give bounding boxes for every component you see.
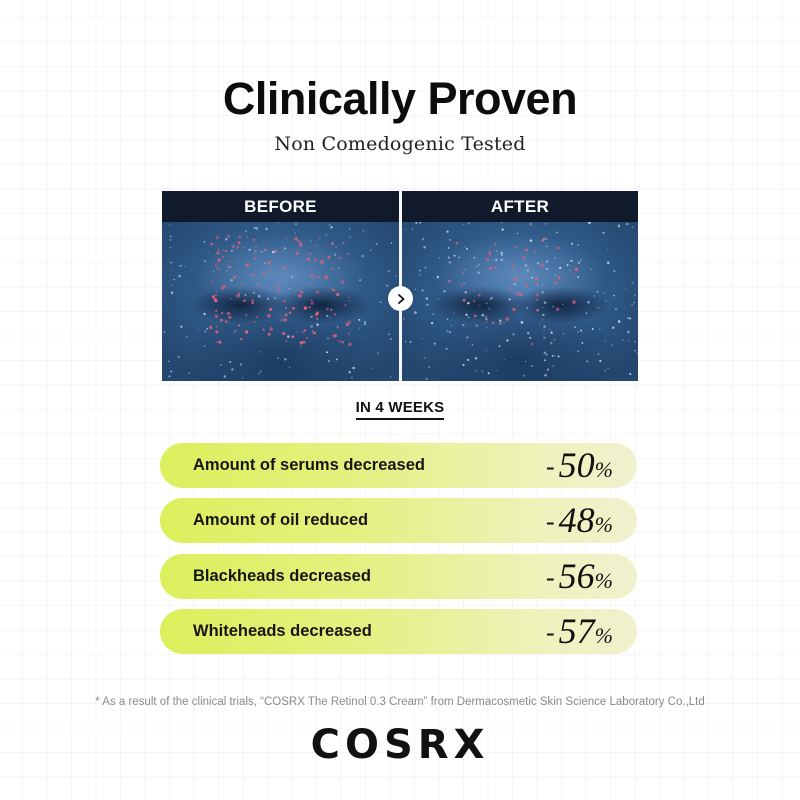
result-row: Amount of oil reduced -48% <box>160 498 637 543</box>
before-label: BEFORE <box>162 191 399 222</box>
before-after-comparison: BEFORE AFTER <box>162 191 638 381</box>
result-row: Whiteheads decreased -57% <box>160 609 637 654</box>
before-panel: BEFORE <box>162 191 399 381</box>
after-label: AFTER <box>402 191 638 222</box>
result-label: Blackheads decreased <box>193 567 371 585</box>
result-row: Amount of serums decreased -50% <box>160 443 637 488</box>
result-label: Amount of oil reduced <box>193 511 369 529</box>
before-blemish-dots <box>163 221 397 379</box>
chevron-right-icon <box>397 293 404 304</box>
after-blemish-dots <box>402 221 638 380</box>
result-label: Amount of serums decreased <box>193 456 425 474</box>
after-photo <box>402 191 638 381</box>
comparison-slider-handle[interactable] <box>388 286 413 311</box>
after-panel: AFTER <box>402 191 638 381</box>
page-subtitle: Non Comedogenic Tested <box>274 133 526 155</box>
result-value: -48% <box>546 500 613 540</box>
page-title: Clinically Proven <box>222 73 578 124</box>
result-value: -50% <box>546 445 613 485</box>
period-label: IN 4 WEEKS <box>355 399 445 420</box>
result-value: -57% <box>546 611 613 651</box>
period-heading: IN 4 WEEKS <box>0 399 800 420</box>
before-photo <box>162 191 399 381</box>
clinical-footnote: * As a result of the clinical trials, “C… <box>95 696 705 708</box>
brand-logo: COSRX <box>310 722 490 768</box>
result-label: Whiteheads decreased <box>193 622 372 640</box>
result-row: Blackheads decreased -56% <box>160 554 637 599</box>
result-value: -56% <box>546 556 613 596</box>
